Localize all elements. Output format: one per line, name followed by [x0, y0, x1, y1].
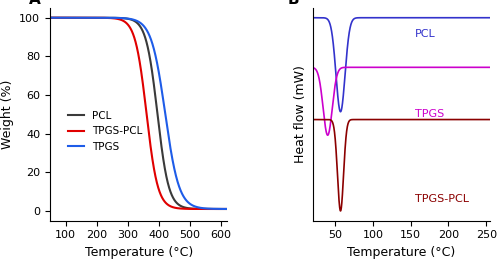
X-axis label: Temperature (°C): Temperature (°C) — [84, 246, 193, 259]
TPGS — [224, 207, 230, 211]
PCL — [122, 17, 128, 20]
PCL — [221, 207, 227, 211]
TPGS — [115, 16, 121, 20]
TPGS-PCL — [122, 21, 128, 24]
Text: PCL: PCL — [414, 29, 436, 38]
PCL — [47, 16, 53, 19]
TPGS — [47, 16, 53, 19]
Text: B: B — [288, 0, 300, 7]
X-axis label: Temperature (°C): Temperature (°C) — [347, 246, 456, 259]
TPGS-PCL — [202, 207, 208, 211]
PCL — [224, 207, 230, 211]
Line: PCL: PCL — [50, 18, 228, 209]
Y-axis label: Heat flow (mW): Heat flow (mW) — [294, 65, 307, 163]
Line: TPGS: TPGS — [50, 18, 228, 209]
Y-axis label: Weight (%): Weight (%) — [0, 80, 14, 149]
TPGS-PCL — [224, 207, 230, 211]
Legend: PCL, TPGS-PCL, TPGS: PCL, TPGS-PCL, TPGS — [64, 107, 146, 156]
TPGS-PCL — [47, 16, 53, 19]
TPGS — [221, 207, 227, 211]
TPGS — [67, 16, 73, 19]
TPGS-PCL — [67, 16, 73, 19]
TPGS-PCL — [78, 16, 84, 19]
PCL — [67, 16, 73, 19]
PCL — [78, 16, 84, 19]
TPGS — [78, 16, 84, 19]
Text: TPGS-PCL: TPGS-PCL — [414, 194, 469, 204]
TPGS-PCL — [221, 207, 227, 211]
PCL — [202, 207, 208, 211]
TPGS — [122, 17, 128, 20]
TPGS — [202, 207, 208, 210]
Line: TPGS-PCL: TPGS-PCL — [50, 18, 228, 209]
Text: A: A — [28, 0, 40, 7]
Text: TPGS: TPGS — [414, 109, 444, 119]
TPGS-PCL — [115, 17, 121, 21]
PCL — [115, 16, 121, 20]
